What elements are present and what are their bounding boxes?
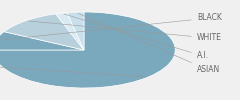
- Wedge shape: [0, 32, 84, 50]
- Text: BLACK: BLACK: [0, 14, 222, 40]
- Text: HISPANIC: HISPANIC: [0, 60, 146, 77]
- Wedge shape: [0, 12, 175, 88]
- Text: WHITE: WHITE: [29, 21, 222, 42]
- Wedge shape: [56, 13, 84, 50]
- Wedge shape: [4, 14, 84, 50]
- Text: A.I.: A.I.: [64, 14, 209, 60]
- Wedge shape: [67, 12, 84, 50]
- Text: ASIAN: ASIAN: [78, 13, 220, 74]
